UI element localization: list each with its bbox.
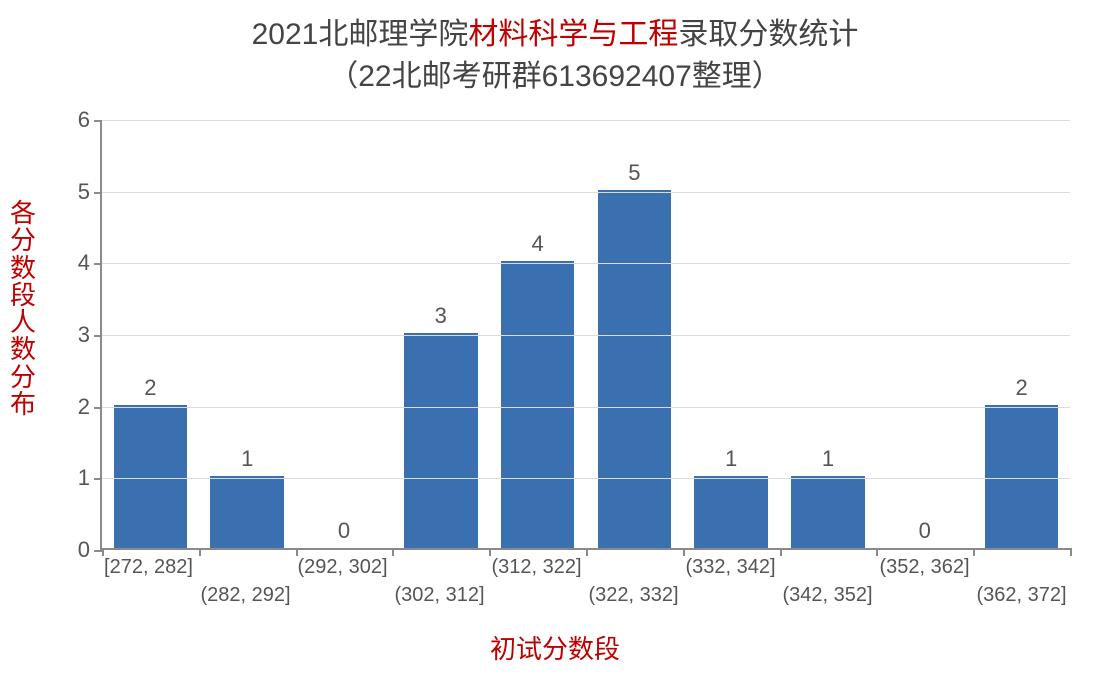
y-tick-mark bbox=[94, 263, 102, 265]
y-tick-mark bbox=[94, 120, 102, 122]
x-tick-mark bbox=[683, 548, 685, 556]
bar-slot: 0 bbox=[876, 120, 973, 548]
bar-rect bbox=[210, 476, 284, 548]
x-tick-mark bbox=[102, 548, 104, 556]
title-post: 录取分数统计 bbox=[678, 18, 858, 51]
y-tick-label: 5 bbox=[78, 179, 90, 205]
x-tick-mark bbox=[489, 548, 491, 556]
bar-rect bbox=[114, 405, 188, 548]
bar-value-label: 1 bbox=[725, 446, 737, 472]
gridline bbox=[102, 478, 1070, 479]
bar-slot: 1 bbox=[683, 120, 780, 548]
bar-value-label: 2 bbox=[1015, 375, 1027, 401]
bar-slot: 4 bbox=[489, 120, 586, 548]
bar-slot: 2 bbox=[973, 120, 1070, 548]
gridline bbox=[102, 335, 1070, 336]
x-category-label: (292, 302] bbox=[297, 556, 387, 579]
bar-value-label: 2 bbox=[144, 375, 156, 401]
x-category-label: (342, 352] bbox=[782, 584, 872, 607]
bar-value-label: 3 bbox=[435, 303, 447, 329]
x-category-label: (312, 322] bbox=[491, 556, 581, 579]
bar-value-label: 5 bbox=[628, 160, 640, 186]
x-category-label: [272, 282] bbox=[104, 556, 193, 579]
gridline bbox=[102, 407, 1070, 408]
bar-slot: 1 bbox=[199, 120, 296, 548]
x-category-label: (282, 292] bbox=[200, 584, 290, 607]
y-tick-mark bbox=[94, 478, 102, 480]
x-category-label: (352, 362] bbox=[879, 556, 969, 579]
bar-slot: 0 bbox=[296, 120, 393, 548]
bar-value-label: 1 bbox=[241, 446, 253, 472]
y-tick-label: 2 bbox=[78, 394, 90, 420]
x-tick-mark bbox=[876, 548, 878, 556]
bar-slot: 1 bbox=[780, 120, 877, 548]
y-tick-label: 6 bbox=[78, 107, 90, 133]
bar-rect bbox=[404, 333, 478, 548]
x-tick-mark bbox=[296, 548, 298, 556]
bar-rect bbox=[694, 476, 768, 548]
bar-slot: 2 bbox=[102, 120, 199, 548]
bar-slot: 3 bbox=[392, 120, 489, 548]
x-category-label: (302, 312] bbox=[394, 584, 484, 607]
bar-value-label: 1 bbox=[822, 446, 834, 472]
bar-value-label: 4 bbox=[531, 231, 543, 257]
x-category-label: (362, 372] bbox=[976, 584, 1066, 607]
title-highlight: 材料科学与工程 bbox=[468, 18, 678, 51]
y-tick-label: 4 bbox=[78, 250, 90, 276]
bar-rect bbox=[985, 405, 1059, 548]
y-tick-label: 3 bbox=[78, 322, 90, 348]
gridline bbox=[102, 192, 1070, 193]
x-axis-title: 初试分数段 bbox=[0, 629, 1110, 666]
gridline bbox=[102, 120, 1070, 121]
bar-value-label: 0 bbox=[919, 518, 931, 544]
title-pre: 2021北邮理学院 bbox=[252, 18, 469, 51]
gridline bbox=[102, 263, 1070, 264]
title-line-1: 2021北邮理学院材料科学与工程录取分数统计 bbox=[0, 14, 1110, 56]
x-axis-labels: [272, 282] (282, 292] (292, 302] (302, 312]… bbox=[100, 556, 1070, 616]
plot-area: 2103451102 0123456 bbox=[100, 120, 1070, 550]
x-category-label: (332, 342] bbox=[685, 556, 775, 579]
y-tick-label: 1 bbox=[78, 465, 90, 491]
x-tick-mark bbox=[392, 548, 394, 556]
bar-slot: 5 bbox=[586, 120, 683, 548]
x-tick-mark bbox=[586, 548, 588, 556]
x-tick-mark bbox=[973, 548, 975, 556]
x-category-label: (322, 332] bbox=[588, 584, 678, 607]
y-tick-mark bbox=[94, 407, 102, 409]
y-tick-mark bbox=[94, 335, 102, 337]
bar-value-label: 0 bbox=[338, 518, 350, 544]
bar-rect bbox=[598, 190, 672, 548]
x-tick-mark bbox=[1070, 548, 1072, 556]
x-tick-mark bbox=[780, 548, 782, 556]
bar-rect bbox=[501, 261, 575, 548]
title-line-2: （22北邮考研群613692407整理） bbox=[0, 56, 1110, 98]
y-tick-label: 0 bbox=[78, 537, 90, 563]
chart-container: 2021北邮理学院材料科学与工程录取分数统计 （22北邮考研群613692407… bbox=[0, 0, 1110, 674]
x-tick-mark bbox=[199, 548, 201, 556]
y-tick-mark bbox=[94, 550, 102, 552]
y-axis-title: 各分数段人数分布 bbox=[8, 200, 38, 418]
bar-rect bbox=[791, 476, 865, 548]
chart-title: 2021北邮理学院材料科学与工程录取分数统计 （22北邮考研群613692407… bbox=[0, 14, 1110, 98]
y-tick-mark bbox=[94, 192, 102, 194]
bars-group: 2 1 0 3 4 5 1 1 0 2 bbox=[102, 120, 1070, 548]
